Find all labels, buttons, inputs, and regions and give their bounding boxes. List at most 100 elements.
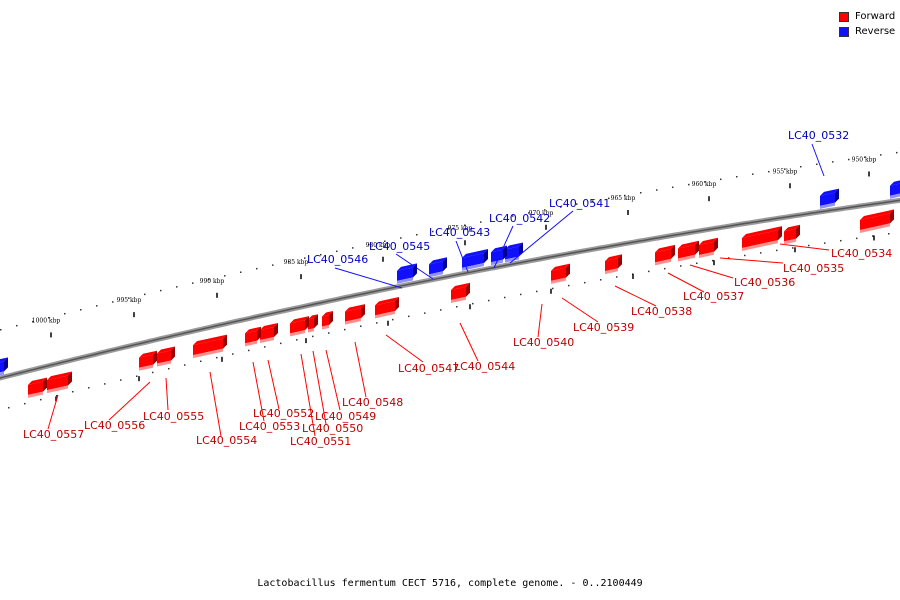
gene-top <box>308 314 318 320</box>
track-dot-lower <box>88 387 90 389</box>
gene-label: LC40_0534 <box>831 247 892 260</box>
track-dot-lower <box>184 364 186 366</box>
track-dot-upper <box>240 271 242 273</box>
gene-shadow <box>860 223 890 234</box>
gene-body <box>245 330 257 344</box>
gene-side <box>223 334 227 349</box>
gene-body <box>742 230 778 249</box>
gene-glyph[interactable] <box>28 377 47 398</box>
gene-glyph[interactable] <box>139 350 157 371</box>
gene-top <box>28 377 47 385</box>
gene-lc40_0532[interactable] <box>820 188 839 209</box>
gene-shadow <box>462 263 484 271</box>
track-dot-upper <box>784 168 786 170</box>
gene-shadow <box>451 296 466 304</box>
gene-lc40_0539[interactable] <box>655 244 675 266</box>
gene-shadow <box>260 336 274 344</box>
gene-lc40_0554[interactable] <box>245 326 261 347</box>
track-dot-lower <box>888 233 890 235</box>
gene-label: LC40_0550 <box>302 422 363 435</box>
gene-label: LC40_0538 <box>631 305 692 318</box>
gene-body <box>28 381 43 395</box>
forward-swatch <box>839 11 849 22</box>
track-dot-lower <box>472 302 474 305</box>
gene-lc40_0551[interactable] <box>308 314 318 333</box>
track-dot-lower <box>504 296 506 299</box>
track-dot-lower <box>104 383 106 385</box>
gene-lc40_0543[interactable] <box>462 249 488 271</box>
track-dot-upper <box>64 312 66 315</box>
gene-label: LC40_0545 <box>369 240 430 253</box>
track-dot-upper <box>544 209 546 211</box>
gene-lc40_0544[interactable] <box>551 263 570 284</box>
gene-body <box>193 338 223 356</box>
gene-lc40_0550[interactable] <box>322 310 333 330</box>
gene-lc40_0556[interactable] <box>157 346 175 367</box>
gene-body <box>820 192 835 206</box>
gene-lc40_0538[interactable] <box>678 240 699 262</box>
gene-lc40_0545[interactable] <box>429 257 447 278</box>
gene-lc40_0534[interactable] <box>860 209 894 234</box>
track-dot-upper <box>160 289 162 292</box>
gene-leader-line <box>209 371 222 437</box>
gene-lc40_0553[interactable] <box>260 322 278 344</box>
gene-lc40_0540[interactable] <box>605 254 622 275</box>
gene-lc40_0555[interactable] <box>193 334 227 359</box>
track-dot-lower <box>600 279 602 281</box>
gene-side <box>4 357 8 372</box>
gene-top <box>890 180 900 186</box>
gene-glyph[interactable] <box>890 179 900 199</box>
track-dot-upper <box>848 158 850 161</box>
gene-lc40_0552[interactable] <box>290 316 309 337</box>
gene-lc40_0548[interactable] <box>375 296 399 319</box>
track-dot-lower <box>136 375 138 378</box>
gene-label: LC40_0543 <box>429 226 490 239</box>
gene-label: LC40_0547 <box>398 362 459 375</box>
gene-top <box>139 350 157 358</box>
gene-label: LC40_0552 <box>253 407 314 420</box>
gene-leader-line <box>779 243 830 251</box>
gene-leader-line <box>325 349 341 411</box>
track-dot-lower <box>760 252 762 254</box>
track-dot-lower <box>584 281 586 284</box>
gene-label: LC40_0539 <box>573 321 634 334</box>
track-dot-lower <box>728 257 730 259</box>
gene-shadow <box>678 254 695 262</box>
gene-body <box>491 249 503 263</box>
gene-body <box>784 228 796 242</box>
gene-shadow <box>157 360 171 367</box>
gene-lc40_0557[interactable] <box>47 371 72 394</box>
track-dot-lower <box>72 390 74 393</box>
track-dot-lower <box>408 315 410 318</box>
gene-label: LC40_0556 <box>84 419 145 432</box>
gene-lc40_0537[interactable] <box>699 237 718 259</box>
gene-side <box>714 237 718 252</box>
track-dot-lower <box>456 306 458 308</box>
gene-glyph[interactable] <box>0 357 8 376</box>
gene-lc40_0547[interactable] <box>451 282 470 304</box>
gene-lc40_0546[interactable] <box>397 263 417 284</box>
tick-label: 990 kbp <box>200 278 225 285</box>
gene-top <box>551 263 570 271</box>
gene-leader-line <box>47 394 59 430</box>
gene-leader-line <box>455 240 469 273</box>
gene-side <box>484 249 488 264</box>
tick-label: 965 kbp <box>611 195 636 202</box>
gene-top <box>742 226 782 239</box>
gene-label: LC40_0541 <box>549 197 610 210</box>
gene-side <box>274 322 278 337</box>
gene-lc40_0542[interactable] <box>491 245 507 266</box>
gene-lc40_0536[interactable] <box>742 226 782 252</box>
legend-forward-label: Forward <box>855 11 896 22</box>
track-dot-upper <box>320 253 322 256</box>
track-dot-upper <box>656 189 658 191</box>
track-dot-lower <box>56 394 58 397</box>
track-dot-lower <box>664 267 666 270</box>
genome-backbone-line <box>0 199 900 379</box>
gene-side <box>671 244 675 259</box>
track-dot-upper <box>400 237 402 239</box>
gene-lc40_0549[interactable] <box>345 304 365 325</box>
gene-lc40_0535[interactable] <box>784 224 800 245</box>
gene-shadow <box>193 348 223 359</box>
tick-label: 955 kbp <box>773 168 798 175</box>
